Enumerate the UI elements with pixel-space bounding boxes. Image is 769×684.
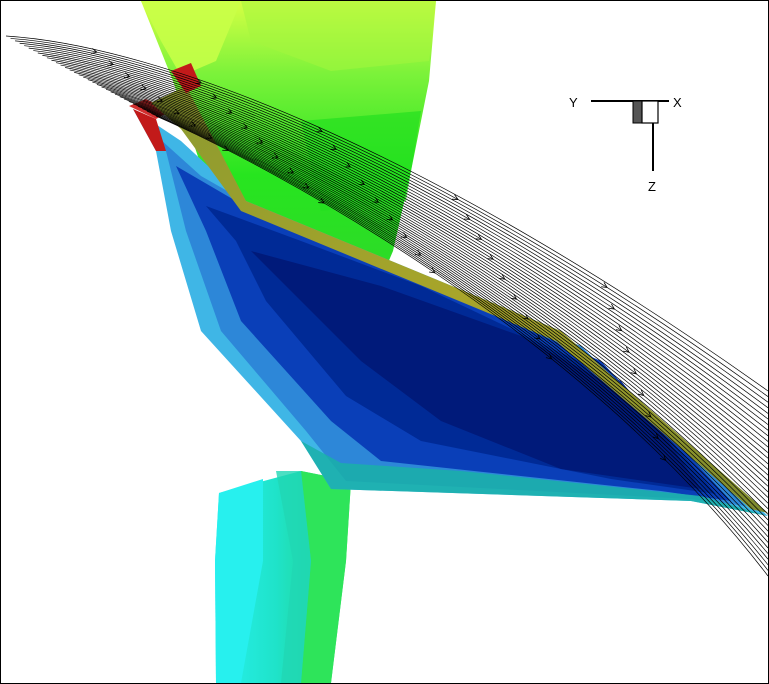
streamline <box>105 88 768 515</box>
axis-box <box>641 100 659 124</box>
streamline-arrow <box>522 313 530 320</box>
streamline <box>15 40 768 403</box>
axis-box-shaded <box>632 100 643 124</box>
streamline-arrow <box>630 368 638 375</box>
streamline-arrow <box>372 197 380 203</box>
streamline <box>151 113 768 571</box>
x-axis-label: X <box>673 95 682 110</box>
streamline-arrow <box>615 325 623 332</box>
streamline <box>146 110 768 566</box>
streamlines <box>5 35 768 577</box>
streamline-arrow <box>545 353 553 360</box>
streamline-arrow <box>510 293 518 300</box>
streamline-arrow <box>189 121 197 127</box>
streamline <box>133 103 768 549</box>
streamline-arrow <box>358 179 366 186</box>
streamline-arrow <box>302 182 310 189</box>
streamline-arrow <box>173 108 180 115</box>
streamline-arrow <box>210 93 218 99</box>
streamline <box>124 98 768 537</box>
streamline <box>37 52 768 431</box>
streamline-arrow <box>623 346 630 353</box>
streamline-arrow <box>344 161 352 168</box>
streamline-arrow <box>195 78 203 84</box>
streamline <box>55 62 768 453</box>
streamline-arrow <box>463 214 471 220</box>
streamline-arrow <box>652 432 660 440</box>
streamline <box>69 69 768 470</box>
streamline-arrow <box>637 389 645 397</box>
z-axis-label: Z <box>648 179 656 194</box>
streamline <box>142 108 768 560</box>
streamline <box>128 101 768 543</box>
streamline-arrow <box>608 303 616 310</box>
streamline-arrow <box>316 126 324 133</box>
wing-surface <box>129 99 768 516</box>
streamline-arrow <box>318 197 326 204</box>
axis-triad: Y X Z <box>569 95 682 194</box>
streamline <box>74 72 768 476</box>
streamline <box>19 42 768 409</box>
lower-body <box>215 471 351 683</box>
y-axis-label: Y <box>569 95 578 110</box>
wing-leading-edge <box>151 63 768 513</box>
streamline-arrow <box>330 144 338 150</box>
streamline <box>96 84 768 504</box>
streamline <box>33 50 768 425</box>
streamline-arrow <box>429 267 436 274</box>
streamline-arrow <box>659 454 667 461</box>
streamline <box>110 91 768 521</box>
streamline-arrow <box>475 234 483 240</box>
streamline-arrow <box>645 411 652 418</box>
streamline <box>87 79 768 493</box>
streamline-arrow <box>222 145 230 151</box>
streamline <box>114 93 768 526</box>
streamline <box>92 81 768 498</box>
streamline-arrow <box>498 273 506 280</box>
streamline-arrow <box>487 253 494 260</box>
streamline <box>51 59 768 448</box>
streamline-arrow <box>601 282 608 288</box>
streamline-arrow <box>452 194 459 200</box>
